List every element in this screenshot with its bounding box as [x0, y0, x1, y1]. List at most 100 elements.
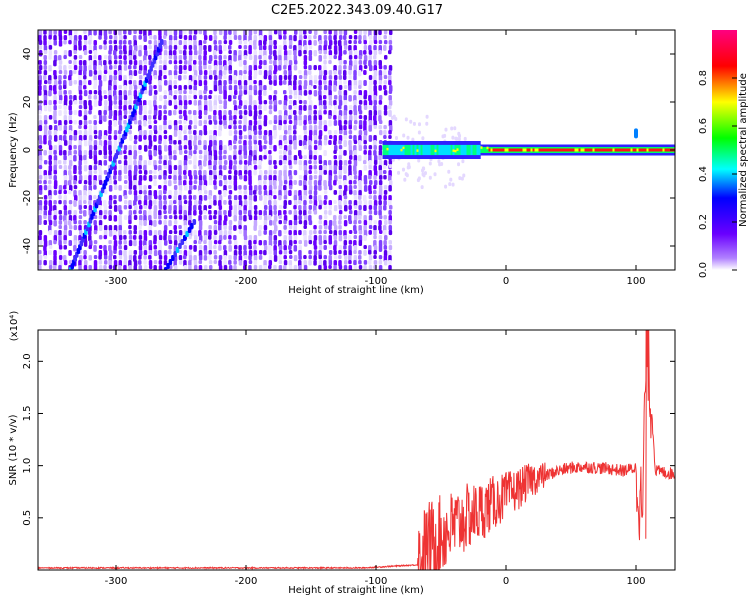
spectrogram-cell	[303, 165, 308, 172]
spectrogram-cell	[318, 65, 322, 71]
spectrogram-cell	[318, 240, 323, 245]
spectrogram-cell	[138, 210, 143, 215]
spectrogram-cell	[363, 130, 368, 136]
spectrogram-cell	[73, 110, 78, 116]
spectrogram-cell	[243, 225, 247, 232]
spectrogram-cell	[388, 180, 393, 186]
spectrogram-cell	[48, 125, 53, 131]
spectrogram-cell	[404, 117, 408, 122]
spectrogram-cell	[313, 240, 317, 246]
spectrogram-cell	[308, 195, 313, 200]
spectrogram-cell	[163, 120, 167, 126]
spectrogram-cell	[63, 110, 68, 115]
spectrogram-cell	[83, 100, 87, 107]
spectrogram-cell	[63, 225, 68, 231]
spectrogram-cell	[193, 75, 197, 82]
spectrogram-cell	[288, 145, 292, 151]
signal-band-cell	[646, 148, 649, 152]
spectrogram-cell	[98, 255, 102, 260]
spectrogram-cell	[83, 140, 88, 147]
spectrogram-cell	[178, 185, 183, 192]
spectrogram-cell	[258, 230, 262, 237]
spectrogram-cell	[363, 150, 367, 155]
spectrogram-cell	[88, 95, 92, 100]
spectrogram-cell	[63, 90, 67, 95]
spectrogram-cell	[88, 190, 92, 197]
signal-band-cell	[634, 148, 637, 152]
spectrogram-cell	[323, 210, 328, 215]
spectrogram-cell	[203, 250, 208, 255]
spectrogram-cell	[338, 170, 343, 176]
spectrogram-cell	[108, 200, 113, 206]
signal-band-cell	[524, 148, 527, 152]
spectrogram-cell	[388, 100, 393, 106]
spectrogram-cell	[353, 235, 358, 240]
spectrogram-cell	[378, 230, 383, 235]
spectrogram-cell	[188, 45, 193, 51]
spectrogram-cell	[53, 85, 57, 92]
spectrogram-cell	[228, 45, 232, 50]
spectrogram-cell	[313, 35, 317, 40]
spectrogram-cell	[78, 260, 82, 267]
spectrogram-cell	[78, 160, 82, 166]
spectrogram-cell	[43, 170, 47, 176]
spectrogram-cell	[303, 80, 308, 87]
spectrogram-cell	[218, 120, 223, 125]
spectrogram-cell	[183, 225, 188, 232]
spectrogram-cell	[108, 130, 112, 135]
spectrogram-cell	[421, 172, 425, 177]
spectrogram-cell	[283, 40, 287, 46]
spectrogram-cell	[133, 120, 138, 125]
spectrogram-cell	[193, 175, 198, 180]
spectrogram-cell	[78, 45, 82, 51]
spectrogram-cell	[378, 260, 383, 265]
spectrogram-cell	[333, 155, 338, 160]
spectrogram-cell	[168, 90, 173, 97]
spectrogram-cell	[103, 250, 108, 257]
spectrogram-cell	[113, 50, 117, 56]
spectrogram-cell	[188, 90, 193, 95]
spectrogram-cell	[163, 230, 167, 237]
spectrogram-cell	[63, 140, 68, 146]
spectrogram-cell	[263, 210, 267, 217]
spectrogram-cell	[328, 75, 333, 80]
spectrogram-cell	[273, 255, 278, 262]
spectrogram-cell	[138, 160, 142, 167]
spectrogram-cell	[63, 190, 67, 195]
spectrogram-cell	[283, 125, 288, 132]
spectrogram-cell	[143, 255, 147, 260]
spectrogram-cell	[248, 135, 252, 140]
spectrogram-cell	[188, 265, 192, 270]
spectrogram-cell	[328, 105, 332, 110]
spectrogram-cell	[303, 260, 307, 267]
spectrogram-cell	[98, 225, 103, 231]
spectrogram-cell	[293, 90, 298, 97]
spectrogram-cell	[193, 140, 197, 147]
spectrogram-cell	[183, 90, 187, 95]
spectrogram-cell	[328, 60, 332, 65]
spectrogram-cell	[208, 240, 213, 247]
spectrogram-cell	[373, 75, 377, 81]
spectrogram-cell	[283, 105, 287, 111]
x-tick-label: 100	[626, 276, 645, 287]
spectrogram-cell	[173, 265, 178, 270]
spectrogram-cell	[303, 65, 308, 70]
spectrogram-cell	[368, 110, 373, 117]
spectrogram-cell	[308, 200, 313, 205]
spectrogram-cell	[143, 70, 147, 77]
spectrogram-cell	[283, 185, 287, 191]
spectrogram-cell	[378, 95, 383, 101]
spectrogram-cell	[183, 45, 187, 50]
spectrogram-cell	[353, 240, 357, 247]
spectrogram-cell	[68, 115, 72, 122]
spectrogram-cell	[93, 220, 97, 226]
spectrogram-cell	[198, 95, 203, 100]
spectrogram-cell	[333, 130, 338, 135]
spectrogram-cell	[333, 35, 337, 41]
spectrogram-cell	[88, 35, 93, 42]
signal-band-cell	[574, 148, 577, 152]
spectrogram-cell	[128, 210, 133, 216]
spectrogram-cell	[233, 50, 237, 57]
spectrogram-cell	[333, 200, 337, 205]
signal-band-cell	[488, 148, 491, 152]
